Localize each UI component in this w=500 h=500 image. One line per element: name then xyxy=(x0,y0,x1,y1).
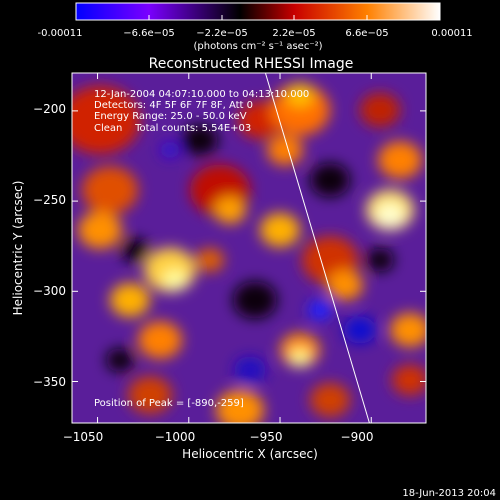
heatmap-blob xyxy=(360,93,400,127)
x-tick-label: −950 xyxy=(250,430,283,444)
footer-timestamp: 18-Jun-2013 20:04 xyxy=(402,488,496,499)
heatmap-blob xyxy=(270,84,330,136)
heatmap-blob xyxy=(78,211,122,249)
heatmap-blob xyxy=(233,281,277,319)
heatmap-blob xyxy=(196,248,224,272)
heatmap-blob xyxy=(392,364,426,396)
x-tick-label: −900 xyxy=(341,430,374,444)
info-time-range: 12-Jan-2004 04:07:10.000 to 04:13:10.000 xyxy=(94,89,309,100)
heatmap-blob xyxy=(160,141,180,159)
heatmap-blob xyxy=(286,83,314,107)
colorbar-tick-label: -0.00011 xyxy=(38,28,83,39)
heatmap-blob xyxy=(390,313,426,347)
heatmap-blob xyxy=(260,213,300,247)
heatmap-image xyxy=(72,73,426,423)
y-axis-label: Heliocentric Y (arcsec) xyxy=(11,181,25,316)
heatmap-blob xyxy=(366,248,394,272)
heatmap-blob xyxy=(310,163,350,197)
colorbar-tick-label: 0.00011 xyxy=(431,28,472,39)
heatmap-blob xyxy=(214,196,246,224)
heatmap-blob xyxy=(308,299,332,321)
y-tick-label: −250 xyxy=(33,193,66,207)
heatmap-blob xyxy=(110,283,150,317)
heatmap-blob xyxy=(310,383,350,417)
heatmap-blob xyxy=(106,348,134,372)
heatmap-blob xyxy=(121,238,149,262)
heatmap-blob xyxy=(267,134,303,166)
y-tick-label: −200 xyxy=(33,102,66,116)
heatmap-blob xyxy=(163,269,187,291)
heatmap-blob xyxy=(82,166,138,214)
colorbar-ticks xyxy=(75,15,441,20)
info-peak-position: Position of Peak = [-890,-259] xyxy=(94,398,244,409)
colorbar-tick-label: −6.6e−05 xyxy=(123,28,175,39)
colorbar-unit-label: (photons cm⁻² s⁻¹ asec⁻²) xyxy=(193,41,322,52)
plot-frame xyxy=(71,72,427,424)
heatmap-blob xyxy=(327,269,363,301)
heatmap-blob xyxy=(138,321,182,359)
x-axis-ticks xyxy=(97,73,372,423)
heatmap-blob xyxy=(72,86,140,154)
heatmap-blob xyxy=(128,376,172,414)
colorbar-tick-label: 2.2e−05 xyxy=(272,28,315,39)
heatmap-blob xyxy=(290,349,310,367)
heatmap-blob xyxy=(376,203,404,227)
info-energy: Energy Range: 25.0 - 50.0 keV xyxy=(94,111,247,122)
colorbar-tick-label: −2.2e−05 xyxy=(196,28,248,39)
y-tick-label: −300 xyxy=(33,284,66,298)
x-tick-label: −1050 xyxy=(63,430,104,444)
heatmap-blob xyxy=(216,389,264,423)
heatmap-blob xyxy=(182,124,218,156)
heatmap-blob xyxy=(344,316,376,344)
heatmap-blob xyxy=(234,356,266,384)
y-tick-label: −350 xyxy=(33,375,66,389)
info-clean-counts: Clean Total counts: 5.54E+03 xyxy=(94,123,251,134)
x-tick-label: −1000 xyxy=(155,430,196,444)
info-detectors: Detectors: 4F 5F 6F 7F 8F, Att 0 xyxy=(94,100,253,111)
y-axis-ticks xyxy=(72,110,426,383)
x-axis-label: Heliocentric X (arcsec) xyxy=(182,447,318,461)
colorbar xyxy=(75,2,441,21)
chart-title: Reconstructed RHESSI Image xyxy=(149,56,354,72)
heatmap-blob xyxy=(378,141,422,179)
colorbar-tick-label: 6.6e−05 xyxy=(345,28,388,39)
solar-limb-line xyxy=(264,72,370,424)
